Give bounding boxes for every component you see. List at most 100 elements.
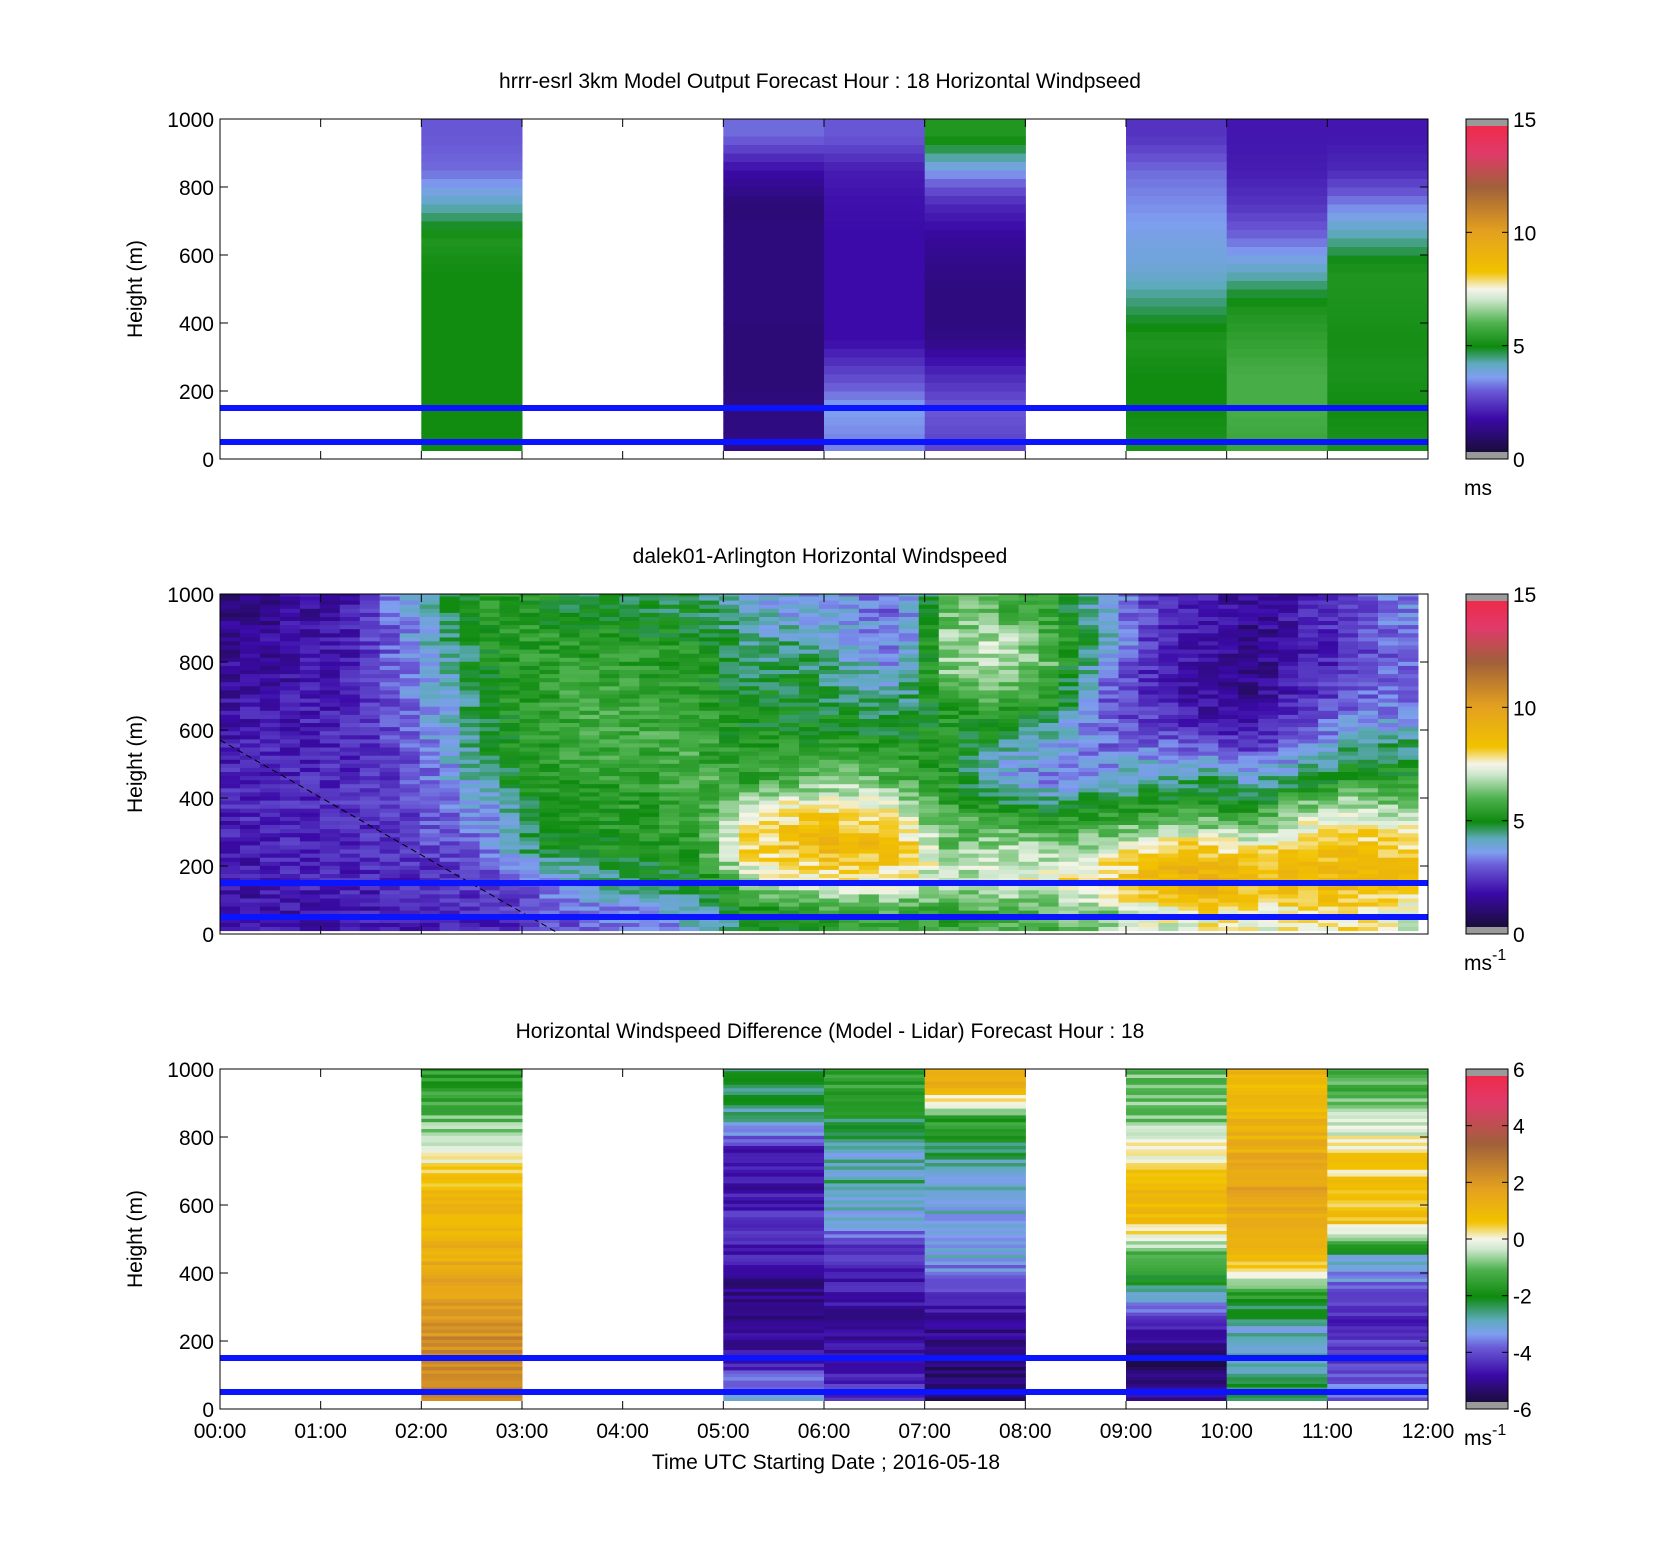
heatmap-cell xyxy=(1258,636,1279,642)
heatmap-cell xyxy=(898,636,920,642)
heatmap-cell xyxy=(379,869,401,874)
heatmap-cell xyxy=(1226,382,1328,392)
heatmap-cell xyxy=(639,747,660,752)
heatmap-cell xyxy=(858,836,880,842)
heatmap-cell xyxy=(958,710,980,715)
heatmap-cell xyxy=(339,828,361,834)
heatmap-cell xyxy=(779,763,800,768)
heatmap-cell xyxy=(1226,323,1328,332)
heatmap-cell xyxy=(539,885,560,891)
heatmap-cell xyxy=(918,873,940,879)
heatmap-cell xyxy=(924,127,1026,137)
heatmap-cell xyxy=(659,669,680,675)
heatmap-cell xyxy=(1078,685,1099,691)
heatmap-cell xyxy=(339,873,361,879)
heatmap-cell xyxy=(499,787,520,793)
heatmap-cell xyxy=(779,726,800,732)
heatmap-cell xyxy=(799,873,820,879)
heatmap-cell xyxy=(379,742,401,748)
heatmap-cell xyxy=(220,742,241,748)
heatmap-cell xyxy=(1078,645,1099,650)
heatmap-cell xyxy=(699,620,720,626)
heatmap-cell xyxy=(1018,783,1040,789)
heatmap-cell xyxy=(1126,212,1228,222)
heatmap-cell xyxy=(719,804,740,809)
heatmap-cell xyxy=(619,657,640,662)
heatmap-cell xyxy=(938,779,960,785)
heatmap-cell xyxy=(1126,323,1228,332)
heatmap-cell xyxy=(1318,861,1339,866)
heatmap-cell xyxy=(878,849,900,854)
heatmap-cell xyxy=(419,849,441,854)
heatmap-cell xyxy=(918,640,940,646)
heatmap-cell xyxy=(824,416,926,426)
heatmap-cell xyxy=(699,853,720,858)
heatmap-cell xyxy=(978,726,1000,732)
heatmap-cell xyxy=(679,898,700,903)
heatmap-cell xyxy=(679,865,700,870)
heatmap-cell xyxy=(723,127,825,137)
heatmap-cell xyxy=(938,844,960,850)
heatmap-cell xyxy=(439,787,461,793)
heatmap-cell xyxy=(819,726,840,732)
heatmap-cell xyxy=(439,616,461,621)
heatmap-cell xyxy=(1098,653,1119,658)
heatmap-cell xyxy=(619,608,640,613)
heatmap-cell xyxy=(1138,906,1159,911)
heatmap-cell xyxy=(599,710,620,715)
heatmap-cell xyxy=(1218,857,1239,862)
heatmap-cell xyxy=(679,669,700,675)
heatmap-cell xyxy=(1018,902,1040,907)
heatmap-cell xyxy=(819,649,840,654)
heatmap-cell xyxy=(319,836,341,842)
heatmap-cell xyxy=(339,844,361,850)
heatmap-cell xyxy=(1198,742,1219,748)
heatmap-cell xyxy=(739,624,760,630)
heatmap-cell xyxy=(419,734,441,740)
heatmap-cell xyxy=(779,702,800,707)
heatmap-cell xyxy=(639,820,660,825)
heatmap-cell xyxy=(699,775,720,781)
heatmap-cell xyxy=(379,857,401,862)
heatmap-cell xyxy=(439,828,461,834)
heatmap-cell xyxy=(279,885,301,891)
heatmap-cell xyxy=(878,840,900,846)
heatmap-cell xyxy=(1058,689,1080,695)
heatmap-cell xyxy=(978,653,1000,658)
heatmap-cell xyxy=(1318,689,1339,695)
heatmap-cell xyxy=(1138,596,1159,601)
heatmap-cell xyxy=(898,730,920,736)
heatmap-cell xyxy=(579,853,600,858)
heatmap-cell xyxy=(1098,665,1119,670)
heatmap-cell xyxy=(539,710,560,715)
heatmap-cell xyxy=(958,857,980,862)
heatmap-cell xyxy=(1278,820,1299,825)
heatmap-cell xyxy=(240,906,261,911)
heatmap-cell xyxy=(1038,861,1060,866)
heatmap-cell xyxy=(599,681,620,687)
heatmap-cell xyxy=(978,869,1000,874)
heatmap-cell xyxy=(858,865,880,870)
heatmap-cell xyxy=(978,828,1000,834)
heatmap-cell xyxy=(679,775,700,781)
heatmap-cell xyxy=(1318,910,1339,915)
heatmap-cell xyxy=(819,657,840,662)
heatmap-cell xyxy=(619,718,640,723)
heatmap-cell xyxy=(299,800,321,805)
heatmap-cell xyxy=(1158,918,1179,923)
heatmap-cell xyxy=(838,645,860,650)
heatmap-cell xyxy=(499,755,520,760)
heatmap-cell xyxy=(459,640,481,646)
heatmap-cell xyxy=(240,698,261,703)
heatmap-cell xyxy=(559,665,580,670)
heatmap-cell xyxy=(1138,673,1159,679)
heatmap-cell xyxy=(1058,844,1080,850)
heatmap-cell xyxy=(319,710,341,715)
heatmap-cell xyxy=(1198,877,1219,883)
heatmap-cell xyxy=(379,771,401,777)
heatmap-cell xyxy=(259,718,281,723)
heatmap-cell xyxy=(579,751,600,756)
heatmap-cell xyxy=(519,922,540,927)
heatmap-cell xyxy=(1178,902,1199,907)
heatmap-cell xyxy=(958,869,980,874)
